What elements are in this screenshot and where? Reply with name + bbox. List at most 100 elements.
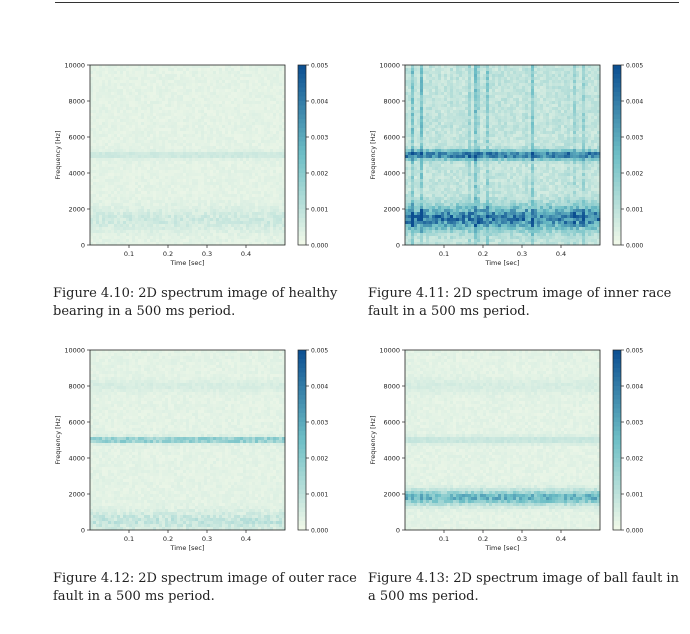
heatmap-cell — [102, 206, 106, 210]
heatmap-cell — [249, 224, 253, 228]
heatmap-cell — [228, 143, 232, 147]
heatmap-cell — [267, 74, 271, 78]
heatmap-cell — [132, 74, 136, 78]
heatmap-cell — [282, 158, 286, 162]
heatmap-cell — [585, 89, 589, 93]
heatmap-cell — [111, 236, 115, 240]
heatmap-cell — [459, 89, 463, 93]
heatmap-cell — [177, 86, 181, 90]
heatmap-cell — [546, 89, 550, 93]
heatmap-cell — [138, 89, 142, 93]
heatmap-cell — [120, 170, 124, 174]
heatmap-cell — [162, 92, 166, 96]
heatmap-cell — [93, 77, 97, 81]
heatmap-cell — [219, 194, 223, 198]
heatmap-cell — [237, 236, 241, 240]
heatmap-cell — [432, 74, 436, 78]
heatmap-cell — [174, 227, 178, 231]
heatmap-cell — [210, 140, 214, 144]
heatmap-cell — [198, 194, 202, 198]
heatmap-cell — [189, 74, 193, 78]
heatmap-cell — [135, 233, 139, 237]
heatmap-cell — [90, 95, 94, 99]
heatmap-cell — [120, 179, 124, 183]
heatmap-cell — [570, 80, 574, 84]
heatmap-cell — [144, 128, 148, 132]
heatmap-cell — [435, 95, 439, 99]
heatmap-cell — [153, 143, 157, 147]
heatmap-cell — [249, 200, 253, 204]
heatmap-cell — [249, 140, 253, 144]
heatmap-cell — [129, 128, 133, 132]
heatmap-cell — [456, 86, 460, 90]
heatmap-cell — [234, 149, 238, 153]
heatmap-cell — [165, 200, 169, 204]
heatmap-cell — [129, 200, 133, 204]
heatmap-cell — [453, 107, 457, 111]
heatmap-cell — [96, 80, 100, 84]
heatmap-cell — [135, 101, 139, 105]
heatmap-cell — [519, 71, 523, 75]
heatmap-cell — [162, 89, 166, 93]
heatmap-cell — [204, 164, 208, 168]
heatmap-cell — [90, 194, 94, 198]
heatmap-cell — [486, 104, 490, 108]
heatmap-cell — [246, 74, 250, 78]
heatmap-cell — [267, 173, 271, 177]
heatmap-cell — [138, 137, 142, 141]
heatmap-cell — [150, 224, 154, 228]
heatmap-cell — [219, 197, 223, 201]
heatmap-cell — [591, 95, 595, 99]
heatmap-cell — [231, 152, 235, 156]
heatmap-cell — [90, 230, 94, 234]
heatmap-cell — [228, 128, 232, 132]
heatmap-cell — [192, 191, 196, 195]
heatmap-cell — [252, 80, 256, 84]
heatmap-cell — [141, 230, 145, 234]
heatmap-cell — [180, 200, 184, 204]
heatmap-cell — [240, 170, 244, 174]
heatmap-cell — [192, 122, 196, 126]
heatmap-cell — [120, 212, 124, 216]
heatmap-cell — [276, 200, 280, 204]
heatmap-cell — [252, 116, 256, 120]
heatmap-cell — [459, 92, 463, 96]
heatmap-cell — [192, 128, 196, 132]
heatmap-cell — [111, 167, 115, 171]
heatmap-cell — [141, 110, 145, 114]
heatmap-cell — [261, 227, 265, 231]
heatmap-cell — [429, 68, 433, 72]
heatmap-cell — [138, 197, 142, 201]
heatmap-cell — [237, 188, 241, 192]
heatmap-cell — [465, 68, 469, 72]
heatmap-cell — [264, 74, 268, 78]
heatmap-cell — [270, 173, 274, 177]
heatmap-cell — [234, 236, 238, 240]
heatmap-cell — [183, 182, 187, 186]
heatmap-cell — [222, 146, 226, 150]
heatmap-cell — [93, 143, 97, 147]
heatmap-cell — [270, 230, 274, 234]
heatmap-cell — [273, 194, 277, 198]
heatmap-cell — [126, 131, 130, 135]
heatmap-cell — [228, 113, 232, 117]
heatmap-cell — [252, 197, 256, 201]
heatmap-cell — [261, 149, 265, 153]
heatmap-cell — [267, 158, 271, 162]
heatmap-cell — [243, 176, 247, 180]
heatmap-cell — [189, 155, 193, 159]
heatmap-cell — [240, 152, 244, 156]
heatmap-cell — [123, 92, 127, 96]
heatmap-cell — [234, 224, 238, 228]
heatmap-cell — [267, 182, 271, 186]
heatmap-cell — [159, 185, 163, 189]
heatmap-cell — [525, 89, 529, 93]
heatmap-cell — [519, 68, 523, 72]
heatmap-cell — [150, 95, 154, 99]
heatmap-cell — [276, 68, 280, 72]
heatmap-cell — [222, 143, 226, 147]
heatmap-cell — [558, 95, 562, 99]
heatmap-cell — [207, 233, 211, 237]
heatmap-cell — [165, 176, 169, 180]
heatmap-cell — [222, 83, 226, 87]
